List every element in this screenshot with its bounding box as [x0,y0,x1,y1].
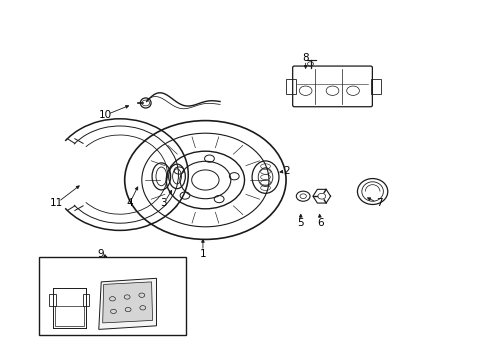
Bar [285,79,295,94]
Text: 2: 2 [282,166,289,176]
Text: 3: 3 [160,198,167,208]
Text: 11: 11 [49,198,63,208]
Text: 10: 10 [99,110,111,120]
Polygon shape [99,278,156,329]
Bar [55,306,84,326]
Bar [39,257,185,335]
Text: 6: 6 [316,218,323,228]
Text: 7: 7 [375,198,382,208]
Text: 8: 8 [302,53,308,63]
Text: 4: 4 [126,198,133,208]
Text: 9: 9 [97,249,103,259]
Bar [82,294,89,306]
Text: 5: 5 [297,218,304,228]
Bar [49,294,56,306]
Text: 1: 1 [199,249,206,259]
Polygon shape [102,282,152,323]
Bar [371,79,381,94]
